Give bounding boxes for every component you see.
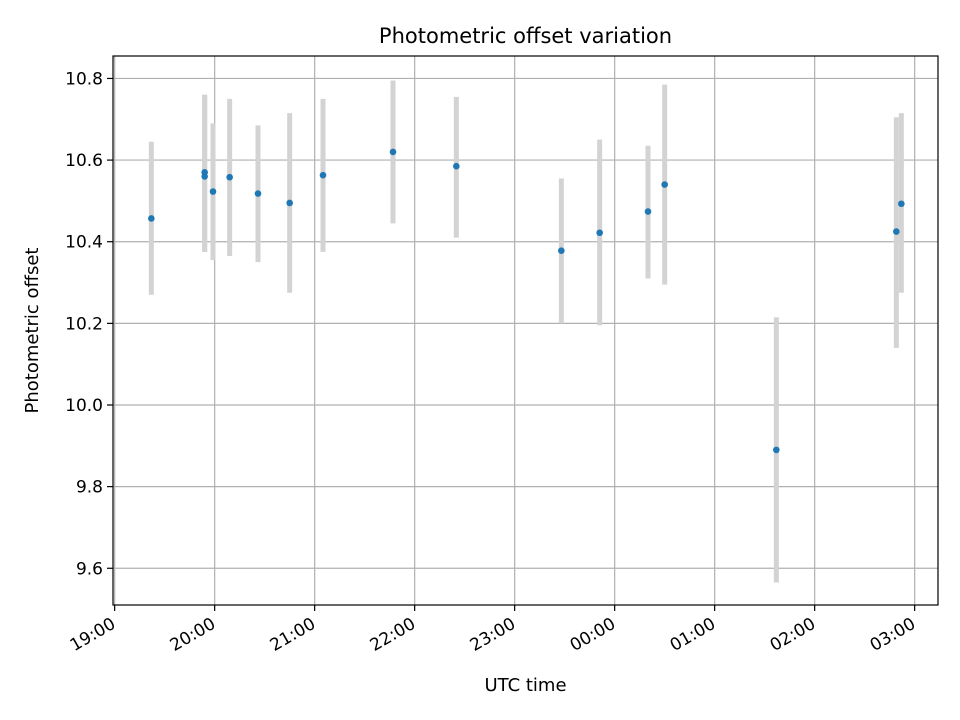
data-point bbox=[226, 173, 233, 181]
y-tick-label: 10.6 bbox=[65, 151, 103, 171]
data-point bbox=[898, 200, 905, 208]
x-tick-label: 01:00 bbox=[667, 614, 719, 656]
data-point bbox=[201, 173, 208, 180]
x-tick-label: 21:00 bbox=[267, 614, 319, 656]
x-tick-label: 23:00 bbox=[467, 614, 519, 656]
y-tick-label: 10.2 bbox=[65, 314, 103, 334]
x-tick-label: 19:00 bbox=[67, 614, 119, 656]
data-point bbox=[389, 148, 397, 156]
x-tick-label: 20:00 bbox=[167, 614, 219, 656]
chart-title: Photometric offset variation bbox=[379, 24, 672, 48]
data-point bbox=[596, 229, 603, 237]
data-point bbox=[773, 446, 780, 454]
y-tick-label: 10.0 bbox=[65, 396, 103, 416]
data-point bbox=[286, 199, 293, 207]
x-tick-label: 00:00 bbox=[567, 614, 619, 656]
y-tick-label: 10.4 bbox=[65, 233, 103, 253]
y-tick-label: 9.6 bbox=[76, 559, 103, 579]
plot-frame bbox=[112, 55, 939, 606]
x-axis-ticks: 19:00 20:00 21:00 22:00 23:00 00:00 01:00 02:00… bbox=[67, 605, 919, 656]
x-axis-label: UTC time bbox=[484, 675, 566, 696]
x-tick-label: 03:00 bbox=[867, 614, 919, 656]
data-point bbox=[644, 208, 652, 215]
y-tick-label: 10.8 bbox=[65, 69, 103, 89]
y-axis-ticks: 9.6 9.8 10.0 10.2 10.4 10.6 10.8 bbox=[65, 69, 113, 579]
grid-lines bbox=[113, 56, 938, 605]
data-point bbox=[453, 162, 460, 170]
data-points bbox=[148, 148, 905, 454]
x-tick-label: 02:00 bbox=[767, 614, 819, 656]
data-point bbox=[319, 171, 327, 179]
data-point bbox=[148, 215, 155, 222]
y-axis-label: Photometric offset bbox=[22, 248, 43, 414]
error-bars bbox=[148, 80, 904, 583]
data-point bbox=[209, 188, 217, 195]
data-point bbox=[661, 181, 668, 188]
data-point bbox=[893, 228, 900, 235]
y-tick-label: 9.8 bbox=[76, 478, 103, 498]
data-point bbox=[254, 190, 262, 197]
data-point bbox=[558, 247, 565, 255]
x-tick-label: 22:00 bbox=[367, 614, 419, 656]
